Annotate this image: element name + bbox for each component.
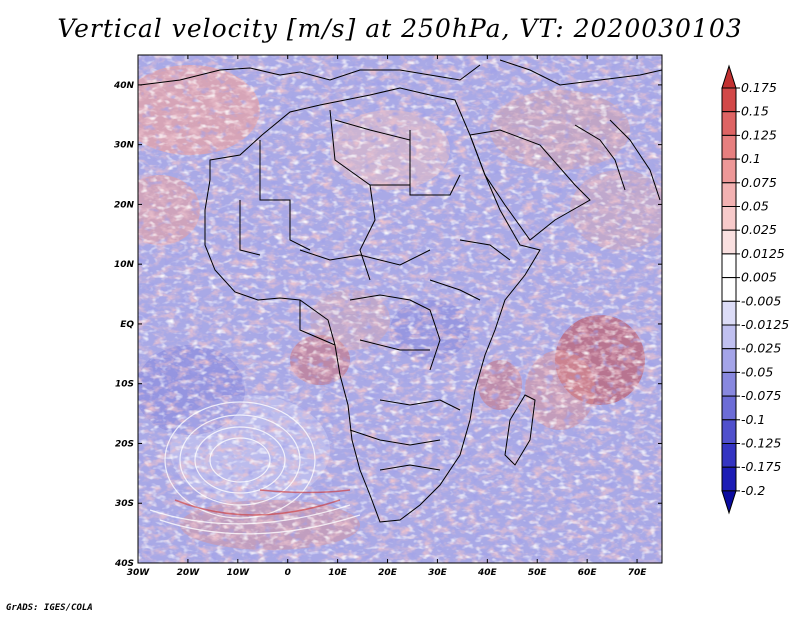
colorbar-swatch <box>721 348 737 373</box>
colorbar-swatch <box>721 134 737 160</box>
map-frame <box>137 54 663 564</box>
colorbar-swatch <box>721 300 737 326</box>
colorbar: 0.175 0.15 0.125 0.1 0.075 0.05 0.025 0.0125 0.0… <box>721 64 789 515</box>
colorbar-swatch <box>721 419 737 444</box>
colorbar-swatch <box>721 253 737 279</box>
lat-tick-label: 20N <box>114 200 135 210</box>
colorbar-swatch <box>721 371 737 397</box>
velocity-field <box>138 55 662 563</box>
lat-tick-label: 10N <box>114 260 135 270</box>
colorbar-swatch <box>721 466 737 492</box>
colorbar-swatch <box>721 229 737 255</box>
lon-tick-label: 10W <box>227 568 251 578</box>
lat-tick-label: EQ <box>120 320 134 330</box>
lat-tick-label: 40S <box>114 559 134 569</box>
colorbar-swatch <box>721 158 737 184</box>
colorbar-swatch <box>721 324 737 350</box>
colorbar-label: 0.0125 <box>741 246 785 261</box>
lat-tick-label: 20S <box>115 439 134 449</box>
colorbar-label: 0.175 <box>741 80 777 95</box>
colorbar-label: -0.175 <box>741 459 781 474</box>
colorbar-swatch <box>721 87 737 113</box>
colorbar-label: 0.005 <box>741 270 777 285</box>
colorbar-label: -0.125 <box>741 436 781 451</box>
colorbar-label: -0.025 <box>741 341 781 356</box>
colorbar-swatch <box>721 395 737 421</box>
colorbar-label: 0.025 <box>741 222 777 237</box>
lon-tick-label: 20E <box>378 568 398 578</box>
coastlines <box>139 59 662 523</box>
lon-tick-label: 0 <box>285 568 291 578</box>
footer-credit: GrADS: IGES/COLA <box>6 603 93 613</box>
colorbar-label: -0.1 <box>741 412 765 427</box>
colorbar-swatch <box>721 277 737 302</box>
colorbar-swatch <box>721 182 737 208</box>
colorbar-label: -0.05 <box>741 364 773 379</box>
colorbar-label: -0.2 <box>741 483 765 498</box>
colorbar-swatch <box>721 443 737 468</box>
lat-tick-label: 30N <box>114 141 135 151</box>
lon-tick-label: 20W <box>177 568 201 578</box>
colorbar-label: 0.15 <box>741 104 769 119</box>
lon-tick-label: 10E <box>328 568 348 578</box>
colorbar-label: 0.1 <box>741 151 761 166</box>
lon-tick-label: 30W <box>127 568 151 578</box>
colorbar-swatch <box>721 206 737 231</box>
axis-ticks: 30W 20W 10W 0 10E 20E 30E 40E 50E 60E 70E 40N 30N 20N… <box>113 55 662 578</box>
colorbar-label: -0.005 <box>741 293 781 308</box>
lon-tick-label: 30E <box>428 568 448 578</box>
colorbar-label: 0.125 <box>741 127 777 142</box>
colorbar-label: -0.075 <box>741 388 781 403</box>
lat-tick-label: 30S <box>115 499 134 509</box>
lat-tick-label: 40N <box>113 81 135 91</box>
colorbar-bottom-arrow <box>721 490 737 515</box>
colorbar-label: 0.075 <box>741 175 777 190</box>
lon-tick-label: 40E <box>477 568 498 578</box>
colorbar-top-arrow <box>721 64 737 89</box>
map-title: Vertical velocity [m/s] at 250hPa, VT: 2… <box>57 14 743 43</box>
lat-tick-label: 10S <box>115 380 134 390</box>
lon-tick-label: 60E <box>578 568 598 578</box>
colorbar-label: 0.05 <box>741 199 769 214</box>
colorbar-swatch <box>721 111 737 136</box>
lon-tick-label: 70E <box>628 568 648 578</box>
colorbar-label: -0.0125 <box>741 317 789 332</box>
lon-tick-label: 50E <box>528 568 548 578</box>
